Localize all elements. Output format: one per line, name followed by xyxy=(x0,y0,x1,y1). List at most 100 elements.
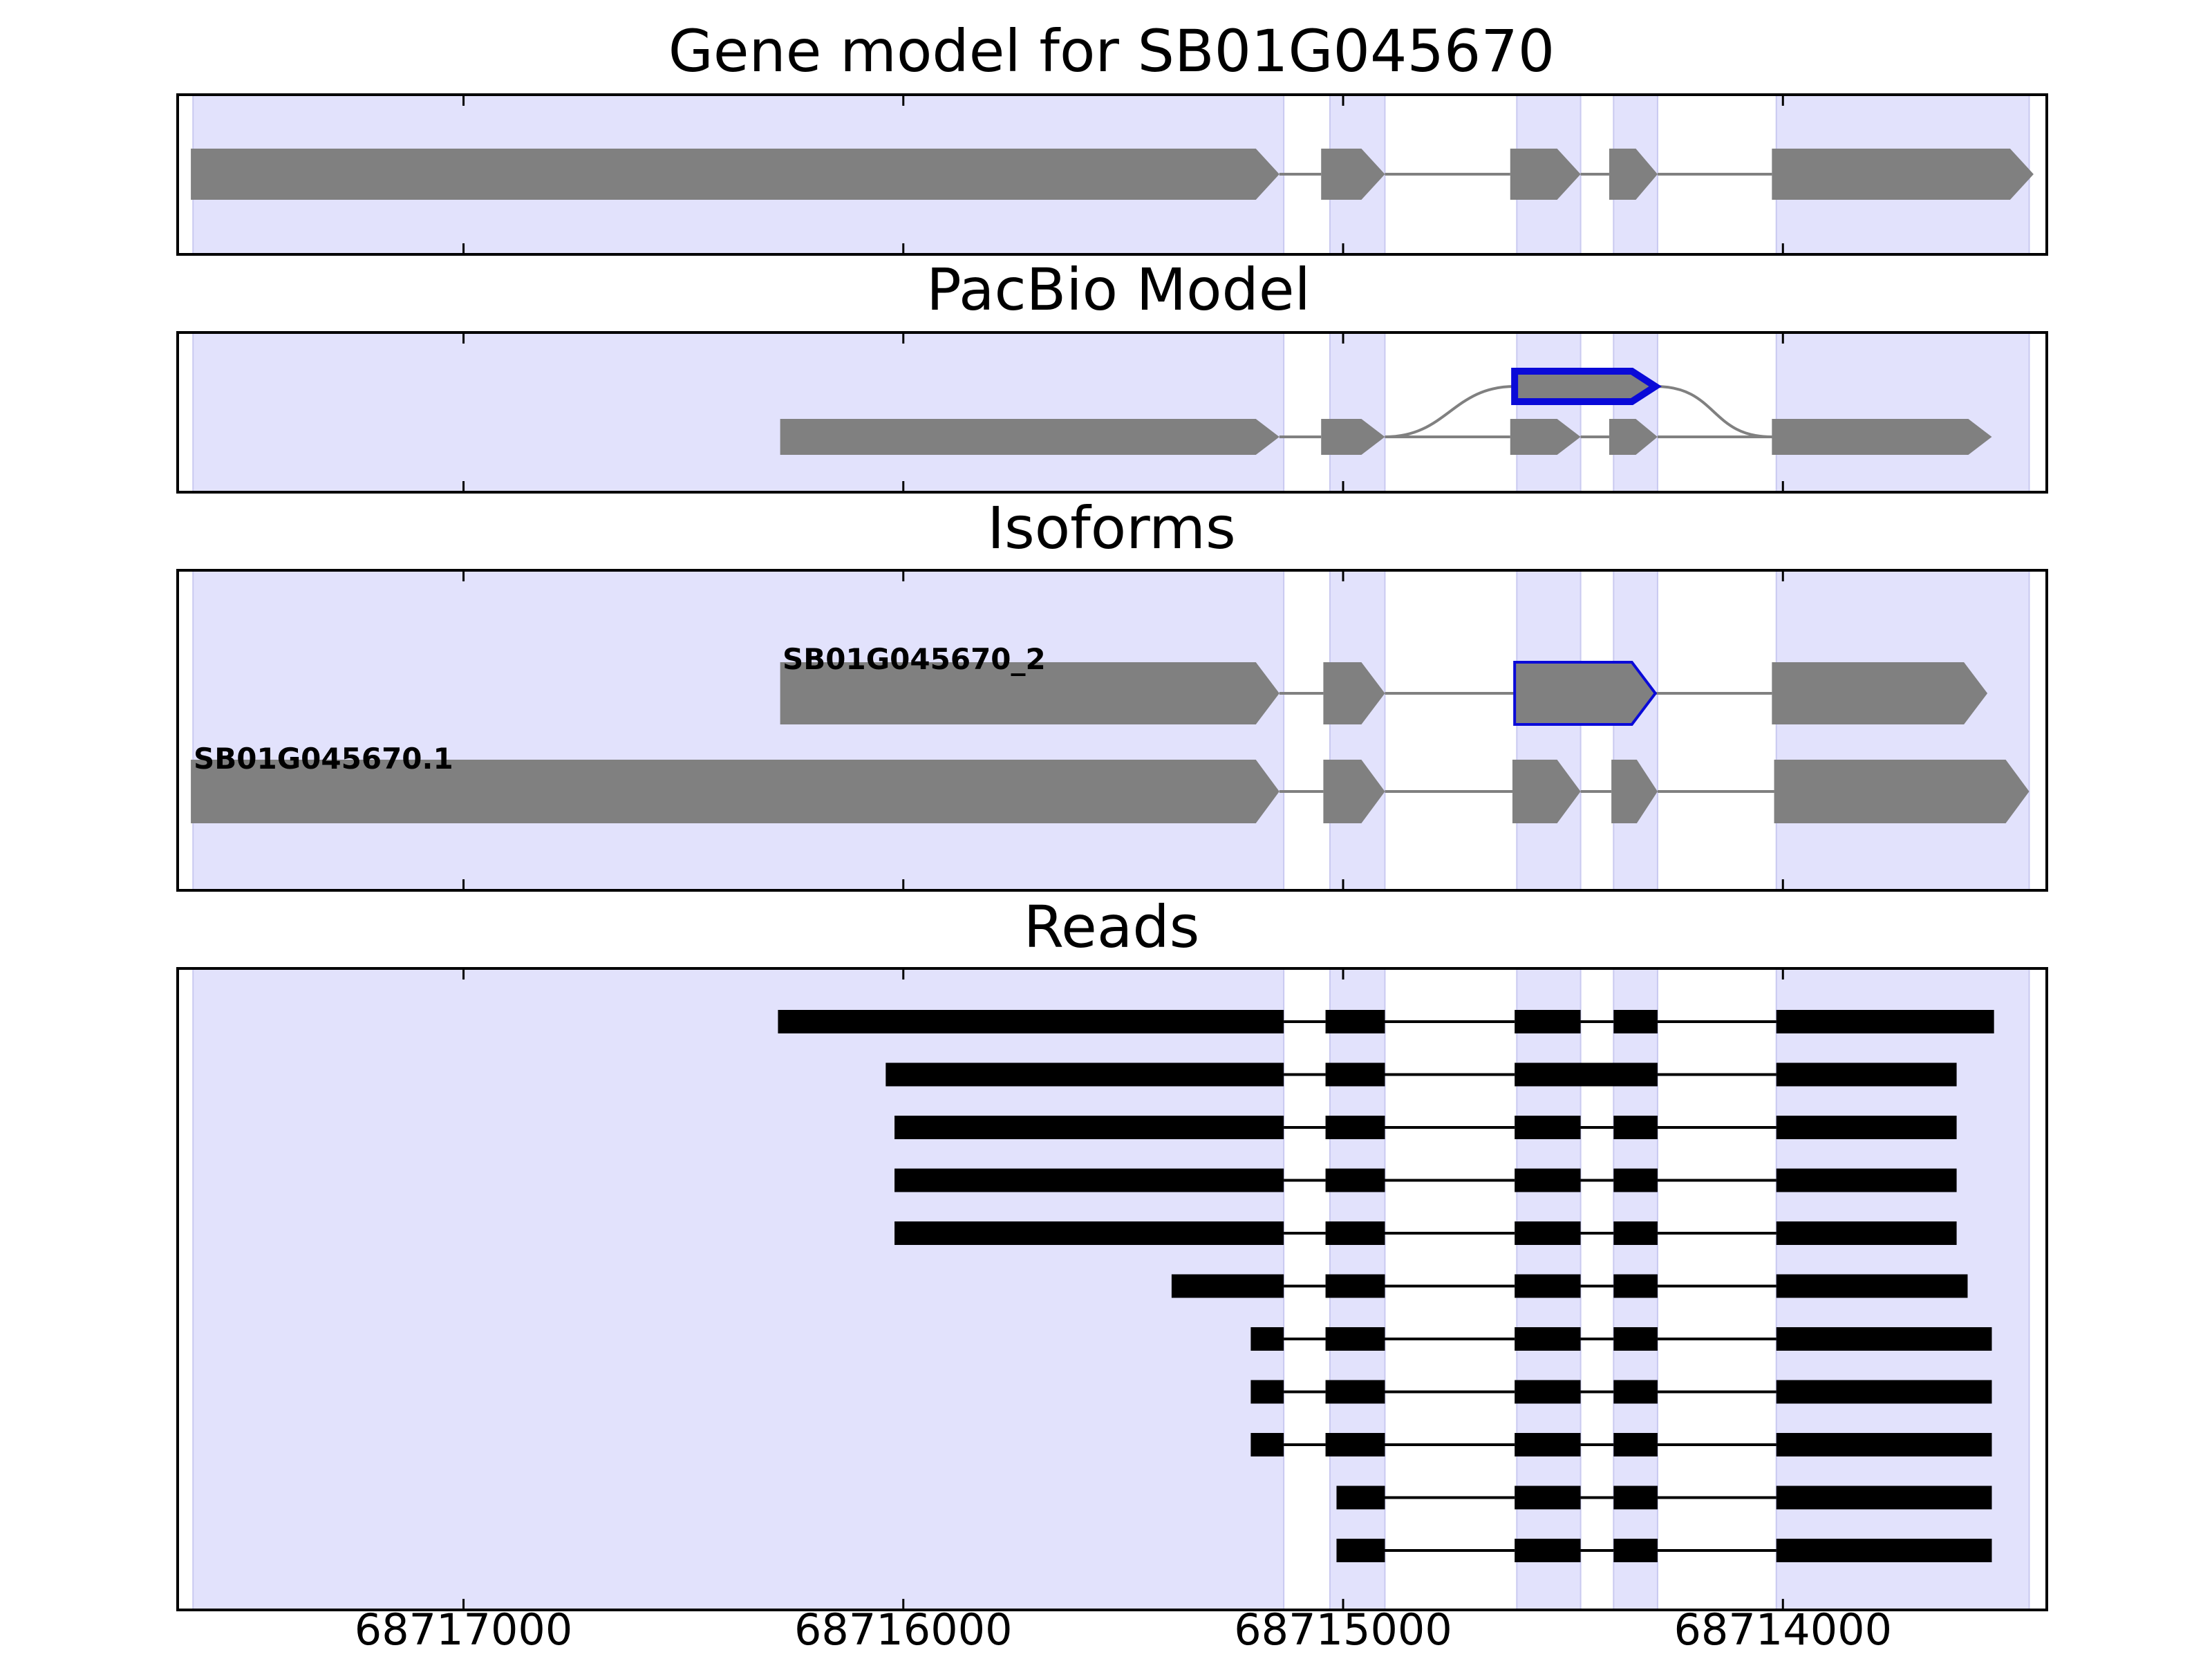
exon-shading-band xyxy=(1516,332,1582,493)
gene-model-ticks xyxy=(462,95,1784,254)
gene-model-title: Gene model for SB01G045670 xyxy=(668,17,1555,85)
read-block xyxy=(1325,1062,1385,1087)
read-block xyxy=(1613,1539,1658,1562)
x-tick-label: 68715000 xyxy=(1234,1604,1452,1655)
pacbio-model-track xyxy=(780,368,1992,455)
alternative-exon xyxy=(1511,368,1662,405)
splice-arc xyxy=(1385,385,1515,438)
exon-shading-band xyxy=(1329,332,1386,493)
x-tick-label: 68716000 xyxy=(794,1604,1013,1655)
exon xyxy=(1772,662,1988,724)
gene-model-frame xyxy=(176,93,2048,256)
x-tick-label: 68717000 xyxy=(355,1604,573,1655)
read-block xyxy=(1515,1274,1581,1298)
read-block xyxy=(1776,1327,1992,1351)
exon xyxy=(1611,760,1658,823)
read-block xyxy=(1613,1327,1658,1351)
exon-shading-band xyxy=(1775,332,2030,493)
read-block xyxy=(1250,1380,1284,1404)
reads-title: Reads xyxy=(1024,893,1200,961)
read-block xyxy=(1613,1116,1658,1139)
exon xyxy=(1772,149,2034,200)
exon xyxy=(1512,760,1581,823)
read-block xyxy=(1515,1010,1581,1033)
read-block xyxy=(1613,1010,1658,1033)
exon xyxy=(1510,419,1581,455)
highlighted-exon xyxy=(1513,661,1658,726)
read-block xyxy=(1515,1116,1581,1139)
read-block xyxy=(1613,1274,1658,1298)
isoforms-panel: SB01G045670_2 SB01G045670.1 xyxy=(176,569,2048,892)
read-block xyxy=(1250,1327,1284,1351)
read-block xyxy=(1776,1116,1957,1139)
x-tick-label: 68714000 xyxy=(1674,1604,1892,1655)
read-block xyxy=(1336,1539,1385,1562)
read-block xyxy=(1325,1327,1385,1351)
isoforms-track xyxy=(191,661,2030,823)
exon xyxy=(1510,149,1581,200)
exon-shading-band xyxy=(1613,570,1658,891)
pacbio-model-panel xyxy=(176,331,2048,494)
exon xyxy=(1772,419,1992,455)
read-block xyxy=(1613,1221,1658,1245)
read-block xyxy=(885,1062,1284,1087)
exon xyxy=(191,149,1280,200)
read-block xyxy=(1325,1433,1385,1456)
exon-shading-band xyxy=(1329,570,1386,891)
exon xyxy=(1321,149,1385,200)
read-block xyxy=(1515,1327,1581,1351)
read-block xyxy=(1515,1539,1581,1562)
read-block xyxy=(894,1168,1284,1192)
read-block xyxy=(1171,1274,1284,1298)
isoforms-title: Isoforms xyxy=(987,494,1236,562)
read-block xyxy=(1325,1274,1385,1298)
read-block xyxy=(1776,1380,1992,1404)
read-block xyxy=(1613,1433,1658,1456)
exon-shading-band xyxy=(1775,570,2030,891)
read-block xyxy=(1776,1274,1968,1298)
exon xyxy=(1774,760,2030,823)
pacbio-model-shading xyxy=(192,332,2030,493)
exon xyxy=(1609,419,1658,455)
read-block xyxy=(1776,1221,1957,1245)
read-block xyxy=(1515,1485,1581,1510)
exon xyxy=(780,419,1280,455)
read-block xyxy=(1613,1168,1658,1192)
x-axis-tick-labels: 68717000 68716000 68715000 68714000 xyxy=(355,1604,1892,1655)
exon xyxy=(1609,149,1658,200)
pacbio-model-ticks xyxy=(462,332,1784,492)
read-block xyxy=(894,1221,1284,1245)
read-block xyxy=(1325,1116,1385,1139)
gene-model-panel xyxy=(176,93,2048,256)
read-block xyxy=(1325,1221,1385,1245)
isoforms-shading xyxy=(192,570,2030,891)
read-block xyxy=(1336,1485,1385,1510)
read-block xyxy=(1515,1380,1581,1404)
read-block xyxy=(1613,1380,1658,1404)
reads-frame xyxy=(176,967,2048,1611)
reads-track xyxy=(778,1010,1994,1562)
read-block xyxy=(1613,1485,1658,1510)
read-block xyxy=(778,1010,1284,1033)
read-block xyxy=(1515,1221,1581,1245)
read-block xyxy=(1776,1485,1992,1510)
read-block xyxy=(1776,1010,1994,1033)
reads-ticks xyxy=(462,968,1784,1610)
exon-shading-band xyxy=(1516,570,1582,891)
exon xyxy=(191,760,1280,823)
read-block xyxy=(1776,1433,1992,1456)
isoforms-frame xyxy=(176,569,2048,892)
exon xyxy=(1321,419,1385,455)
read-block xyxy=(1515,1433,1581,1456)
isoform-label-2: SB01G045670_2 xyxy=(782,642,1046,676)
exon xyxy=(1323,662,1385,724)
read-block xyxy=(894,1116,1284,1139)
splice-arc xyxy=(1655,385,1772,438)
gene-model-track xyxy=(191,149,2034,200)
exon-shading-band xyxy=(192,570,1285,891)
read-block xyxy=(1325,1380,1385,1404)
pacbio-model-title: PacBio Model xyxy=(926,256,1311,324)
isoforms-ticks xyxy=(462,570,1784,890)
reads-panel xyxy=(176,967,2048,1611)
